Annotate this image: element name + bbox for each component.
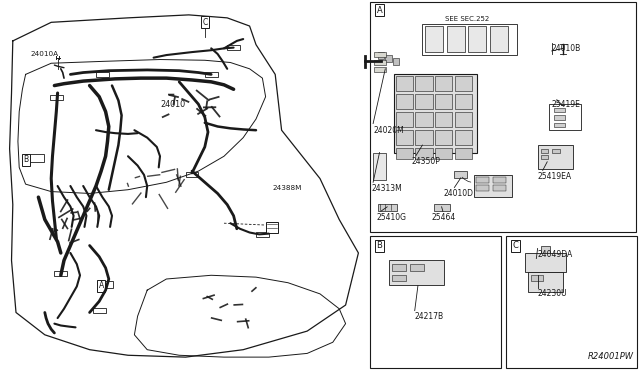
Text: 24049DA: 24049DA xyxy=(538,250,573,259)
Bar xyxy=(422,24,517,55)
Text: SEE SEC.252: SEE SEC.252 xyxy=(445,16,490,22)
Bar xyxy=(394,74,477,153)
Bar xyxy=(474,175,512,197)
Bar xyxy=(392,264,406,271)
Bar xyxy=(425,26,443,52)
Bar xyxy=(227,45,240,50)
Text: 24350P: 24350P xyxy=(412,157,440,166)
Text: 25464: 25464 xyxy=(432,213,456,222)
Bar xyxy=(549,104,581,130)
Text: B: B xyxy=(376,241,383,250)
Bar xyxy=(528,272,563,292)
Bar xyxy=(525,253,566,272)
Bar xyxy=(415,76,433,91)
Bar xyxy=(385,55,392,62)
Bar xyxy=(434,204,450,211)
Bar xyxy=(410,264,424,271)
Bar xyxy=(93,308,106,313)
Bar xyxy=(393,58,399,65)
Bar xyxy=(415,148,433,159)
Bar xyxy=(493,177,506,183)
Text: C: C xyxy=(202,18,207,27)
Bar xyxy=(541,155,548,159)
Bar xyxy=(370,236,501,368)
Text: 25410G: 25410G xyxy=(376,213,406,222)
Bar xyxy=(396,130,413,145)
Text: C: C xyxy=(512,241,518,250)
Bar xyxy=(374,67,386,72)
Bar xyxy=(396,76,413,91)
Text: A: A xyxy=(377,6,382,15)
Text: 24230U: 24230U xyxy=(538,289,567,298)
Bar xyxy=(554,108,565,112)
Bar xyxy=(415,94,433,109)
Bar xyxy=(374,52,386,57)
Text: 24010: 24010 xyxy=(160,100,185,109)
Bar xyxy=(26,154,44,162)
Bar xyxy=(392,275,406,281)
Bar xyxy=(96,72,109,77)
Bar xyxy=(493,185,506,191)
Bar xyxy=(552,149,560,153)
Bar xyxy=(378,52,384,59)
Bar xyxy=(99,281,113,288)
Text: 25419EA: 25419EA xyxy=(538,172,572,181)
Bar xyxy=(541,246,550,253)
Bar xyxy=(447,26,465,52)
Bar xyxy=(435,76,452,91)
Text: A: A xyxy=(99,281,104,290)
Bar xyxy=(468,26,486,52)
Bar xyxy=(490,26,508,52)
Bar xyxy=(373,153,386,180)
Text: 24010A: 24010A xyxy=(31,51,59,57)
Bar xyxy=(186,172,198,177)
Bar xyxy=(389,260,444,285)
Text: 24217B: 24217B xyxy=(415,312,444,321)
Bar xyxy=(531,275,543,281)
Bar xyxy=(378,204,397,211)
Bar xyxy=(396,94,413,109)
Bar xyxy=(256,232,269,237)
Bar xyxy=(50,95,63,100)
Bar xyxy=(396,148,413,159)
Bar xyxy=(54,271,67,276)
Bar xyxy=(455,76,472,91)
Bar xyxy=(554,123,565,127)
Text: 24388M: 24388M xyxy=(273,185,302,191)
Bar xyxy=(370,2,636,232)
Bar xyxy=(454,171,467,178)
Bar xyxy=(541,149,548,153)
Bar xyxy=(205,72,218,77)
Bar xyxy=(455,148,472,159)
Text: B: B xyxy=(23,155,28,164)
Bar xyxy=(415,130,433,145)
Bar xyxy=(455,112,472,127)
Bar xyxy=(476,177,489,183)
Bar xyxy=(476,185,489,191)
Bar xyxy=(554,115,565,120)
Text: 25419E: 25419E xyxy=(552,100,580,109)
Bar xyxy=(396,112,413,127)
Bar xyxy=(455,94,472,109)
Bar xyxy=(506,236,637,368)
Text: 24313M: 24313M xyxy=(371,184,402,193)
Text: R24001PW: R24001PW xyxy=(588,352,634,361)
Bar xyxy=(374,60,386,65)
Text: 24010D: 24010D xyxy=(444,189,474,198)
Bar xyxy=(266,222,278,233)
Bar xyxy=(435,112,452,127)
Text: 24020M: 24020M xyxy=(373,126,404,135)
Bar xyxy=(415,112,433,127)
Bar xyxy=(455,130,472,145)
Bar xyxy=(435,148,452,159)
Bar xyxy=(538,145,573,169)
Bar xyxy=(435,130,452,145)
Bar xyxy=(435,94,452,109)
Text: 24010B: 24010B xyxy=(552,44,581,53)
